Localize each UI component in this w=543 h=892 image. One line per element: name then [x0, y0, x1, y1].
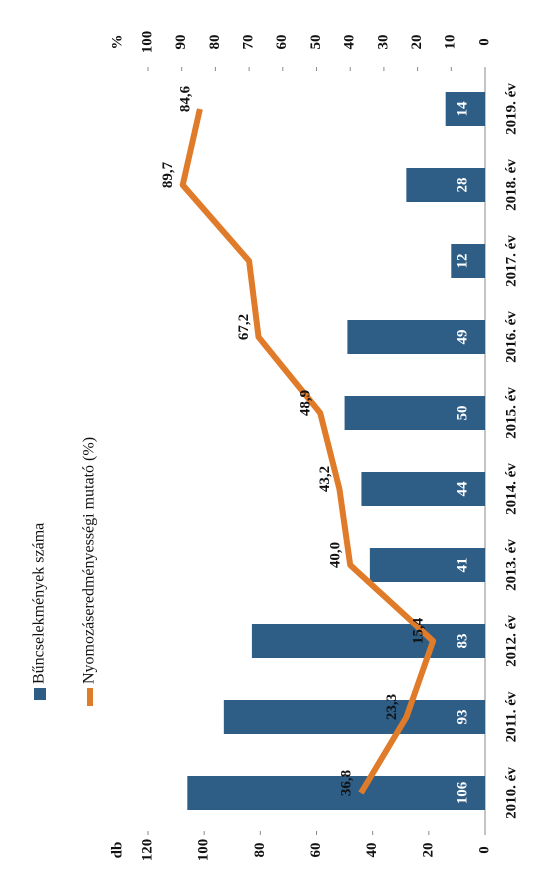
- value-label: 36,8: [338, 770, 354, 796]
- legend-label: Bűncselekmények száma: [31, 523, 48, 684]
- y2-axis-title: %: [109, 35, 125, 50]
- y2-tick-label: 40: [342, 35, 358, 50]
- value-label: 15,4: [411, 617, 427, 644]
- y2-tick-label: 30: [375, 35, 391, 50]
- bar: [361, 472, 485, 506]
- bar-label: 14: [454, 101, 470, 117]
- y2-tick-label: 0: [476, 38, 492, 46]
- y-tick-label: 100: [196, 839, 212, 862]
- bar-label: 50: [454, 406, 470, 421]
- bar: [406, 168, 485, 202]
- y2-tick-label: 20: [409, 35, 425, 50]
- bar: [223, 700, 485, 734]
- rotated-chart: db % 0 20 40 60 80 100 120 0 10 20 30 40 50 60 70 80 90 1…: [31, 31, 520, 862]
- bar-label: 28: [454, 178, 470, 193]
- bar-label: 12: [454, 254, 470, 269]
- value-label: 84,6: [177, 85, 193, 112]
- x-tick-label: 2011. év: [503, 691, 519, 742]
- y-tick-label: 120: [139, 839, 155, 862]
- value-label: 67,2: [236, 314, 252, 340]
- bar-label: 93: [454, 710, 470, 725]
- x-tick-label: 2013. év: [503, 539, 519, 591]
- legend-swatch: [34, 688, 46, 700]
- bar: [344, 396, 486, 430]
- y-tick-label: 80: [252, 843, 268, 858]
- bar: [347, 320, 485, 354]
- bar: [445, 92, 485, 126]
- bar: [251, 624, 485, 658]
- x-tick-label: 2017. év: [503, 235, 519, 287]
- value-label: 48,9: [298, 390, 314, 416]
- line: [179, 108, 437, 795]
- y-axis-title: db: [109, 842, 125, 859]
- y2-tick-label: 50: [308, 35, 324, 50]
- x-tick-label: 2016. év: [503, 311, 519, 363]
- bar-label: 106: [454, 781, 470, 804]
- x-tick-label: 2014. év: [503, 463, 519, 515]
- legend-label: Nyomozáseredményességi mutató (%): [81, 437, 98, 684]
- y2-tick-label: 60: [274, 35, 290, 50]
- bar: [369, 548, 486, 582]
- y2-tick-label: 70: [241, 35, 257, 50]
- value-label: 89,7: [160, 161, 176, 188]
- value-label: 40,0: [328, 542, 344, 568]
- x-tick-label: 2015. év: [503, 387, 519, 439]
- y2-tick-label: 100: [139, 31, 155, 54]
- bar: [451, 244, 485, 278]
- value-label: 23,3: [384, 694, 400, 720]
- bar: [187, 776, 485, 810]
- bar-label: 83: [454, 634, 470, 649]
- y-tick-label: 40: [364, 843, 380, 858]
- x-tick-label: 2018. év: [503, 159, 519, 211]
- y-tick-label: 20: [420, 843, 436, 858]
- y-tick-label: 60: [308, 843, 324, 858]
- x-tick-label: 2010. év: [503, 767, 519, 819]
- bar-label: 49: [454, 330, 470, 345]
- y2-tick-label: 80: [207, 35, 223, 50]
- bar-label: 41: [454, 558, 470, 573]
- y2-tick-label: 90: [173, 35, 189, 50]
- x-tick-label: 2019. év: [503, 83, 519, 135]
- x-tick-label: 2012. év: [503, 615, 519, 667]
- bar-label: 44: [454, 481, 470, 497]
- value-label: 43,2: [317, 466, 333, 492]
- y2-tick-label: 10: [443, 35, 459, 50]
- y-tick-label: 0: [476, 846, 492, 854]
